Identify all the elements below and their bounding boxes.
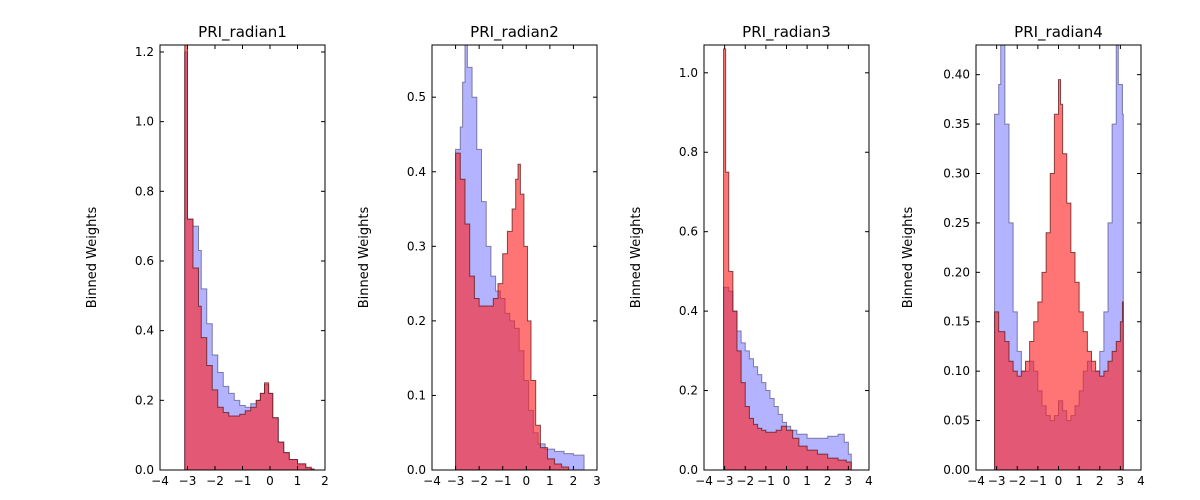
x-tick-label: 4	[1137, 474, 1145, 488]
y-tick-label: 0.05	[943, 414, 970, 428]
x-tick-label: 2	[321, 474, 329, 488]
chart-title: PRI_radian1	[198, 23, 287, 42]
x-tick-label: 1	[803, 474, 811, 488]
x-tick-label: 0	[266, 474, 274, 488]
y-tick-label: 1.0	[135, 115, 154, 129]
x-tick-label: −1	[757, 474, 775, 488]
y-tick-label: 0.20	[943, 265, 970, 279]
chart-panel-4: −4 −3 −2 −1 0 1 2 3 4 0.00 0.05 0.10 0.15 0.20 0.25 0.3…	[901, 23, 1145, 488]
y-tick-label: 0.30	[943, 166, 970, 180]
series-2-fill	[454, 153, 569, 470]
plot-area	[721, 48, 852, 470]
x-tick-label: 1	[546, 474, 554, 488]
series-2-outline	[993, 79, 1124, 470]
chart-panel-3: −4 −3 −2 −1 0 1 2 3 4 0.0 0.2 0.4 0.6 0.8 1.0 PRI_radia…	[629, 23, 873, 488]
x-tick-label: 1	[1075, 474, 1083, 488]
y-tick-label: 0.10	[943, 364, 970, 378]
x-tick-label: 0	[522, 474, 530, 488]
x-tick-label: −2	[1008, 474, 1026, 488]
y-tick-label: 0.2	[135, 393, 154, 407]
y-tick-label: 0.2	[679, 384, 698, 398]
series-2-fill	[721, 48, 852, 470]
x-tick-label: −2	[736, 474, 754, 488]
y-axis-label: Binned Weights	[357, 207, 372, 309]
x-tick-label: −4	[423, 474, 441, 488]
series-2-outline	[454, 152, 570, 470]
x-tick-label: 2	[570, 474, 578, 488]
y-tick-label: 0.4	[679, 304, 698, 318]
x-tick-label: −4	[151, 474, 169, 488]
series-2-fill	[993, 79, 1124, 470]
series-2-outline	[721, 48, 852, 470]
plot-area	[183, 45, 315, 470]
x-tick-label: 3	[1117, 474, 1125, 488]
x-tick-label: −4	[967, 474, 985, 488]
x-tick-label: −4	[695, 474, 713, 488]
x-tick-label: 4	[865, 474, 873, 488]
y-axis-label: Binned Weights	[629, 207, 644, 309]
x-tick-label: −2	[206, 474, 224, 488]
y-tick-label: 0.8	[679, 145, 698, 159]
chart-panel-1: −4 −3 −2 −1 0 1 2 0.0 0.2 0.4 0.6 0.8 1.0 1.2 PRI_radi…	[85, 23, 329, 488]
chart-title: PRI_radian4	[1014, 23, 1103, 42]
y-tick-label: 0.1	[407, 388, 426, 402]
x-tick-label: −3	[716, 474, 734, 488]
y-tick-label: 0.0	[679, 463, 698, 477]
chart-panel-2: −4 −3 −2 −1 0 1 2 3 0.0 0.1 0.2 0.3 0.4 0.5 PRI_radian…	[357, 23, 601, 488]
series-1-outline	[721, 286, 852, 470]
y-tick-label: 0.5	[407, 90, 426, 104]
y-tick-label: 0.6	[135, 254, 154, 268]
y-tick-label: 0.35	[943, 117, 970, 131]
y-tick-label: 0.6	[679, 225, 698, 239]
x-tick-label: −3	[179, 474, 197, 488]
axes-frame	[431, 44, 598, 471]
x-tick-label: 2	[1096, 474, 1104, 488]
y-tick-label: 0.25	[943, 216, 970, 230]
y-tick-label: 0.40	[943, 68, 970, 82]
x-tick-label: 3	[845, 474, 853, 488]
plot-area	[454, 45, 585, 470]
y-axis-label: Binned Weights	[901, 207, 916, 309]
x-tick-label: 0	[783, 474, 791, 488]
x-tick-label: −1	[494, 474, 512, 488]
y-tick-label: 0.0	[135, 463, 154, 477]
x-tick-label: −1	[1029, 474, 1047, 488]
y-tick-label: 0.15	[943, 315, 970, 329]
y-tick-label: 0.4	[407, 165, 426, 179]
y-tick-label: 1.2	[135, 45, 154, 59]
y-tick-label: 0.2	[407, 314, 426, 328]
x-tick-label: −3	[988, 474, 1006, 488]
x-tick-label: 2	[824, 474, 832, 488]
series-1-fill	[183, 51, 314, 470]
series-2-fill	[183, 45, 314, 470]
plot-area	[993, 45, 1124, 470]
x-tick-label: 0	[1055, 474, 1063, 488]
chart-title: PRI_radian3	[742, 23, 831, 42]
x-tick-label: 3	[593, 474, 601, 488]
y-axis-label: Binned Weights	[85, 207, 100, 309]
y-tick-label: 0.0	[407, 463, 426, 477]
y-tick-label: 0.8	[135, 184, 154, 198]
chart-title: PRI_radian2	[470, 23, 559, 42]
y-tick-label: 0.3	[407, 239, 426, 253]
series-2-outline	[183, 45, 315, 470]
x-tick-label: −2	[470, 474, 488, 488]
y-tick-label: 0.00	[943, 463, 970, 477]
x-tick-label: −1	[234, 474, 252, 488]
y-tick-label: 0.4	[135, 324, 154, 338]
x-tick-label: 1	[294, 474, 302, 488]
x-tick-label: −3	[447, 474, 465, 488]
y-tick-label: 1.0	[679, 66, 698, 80]
